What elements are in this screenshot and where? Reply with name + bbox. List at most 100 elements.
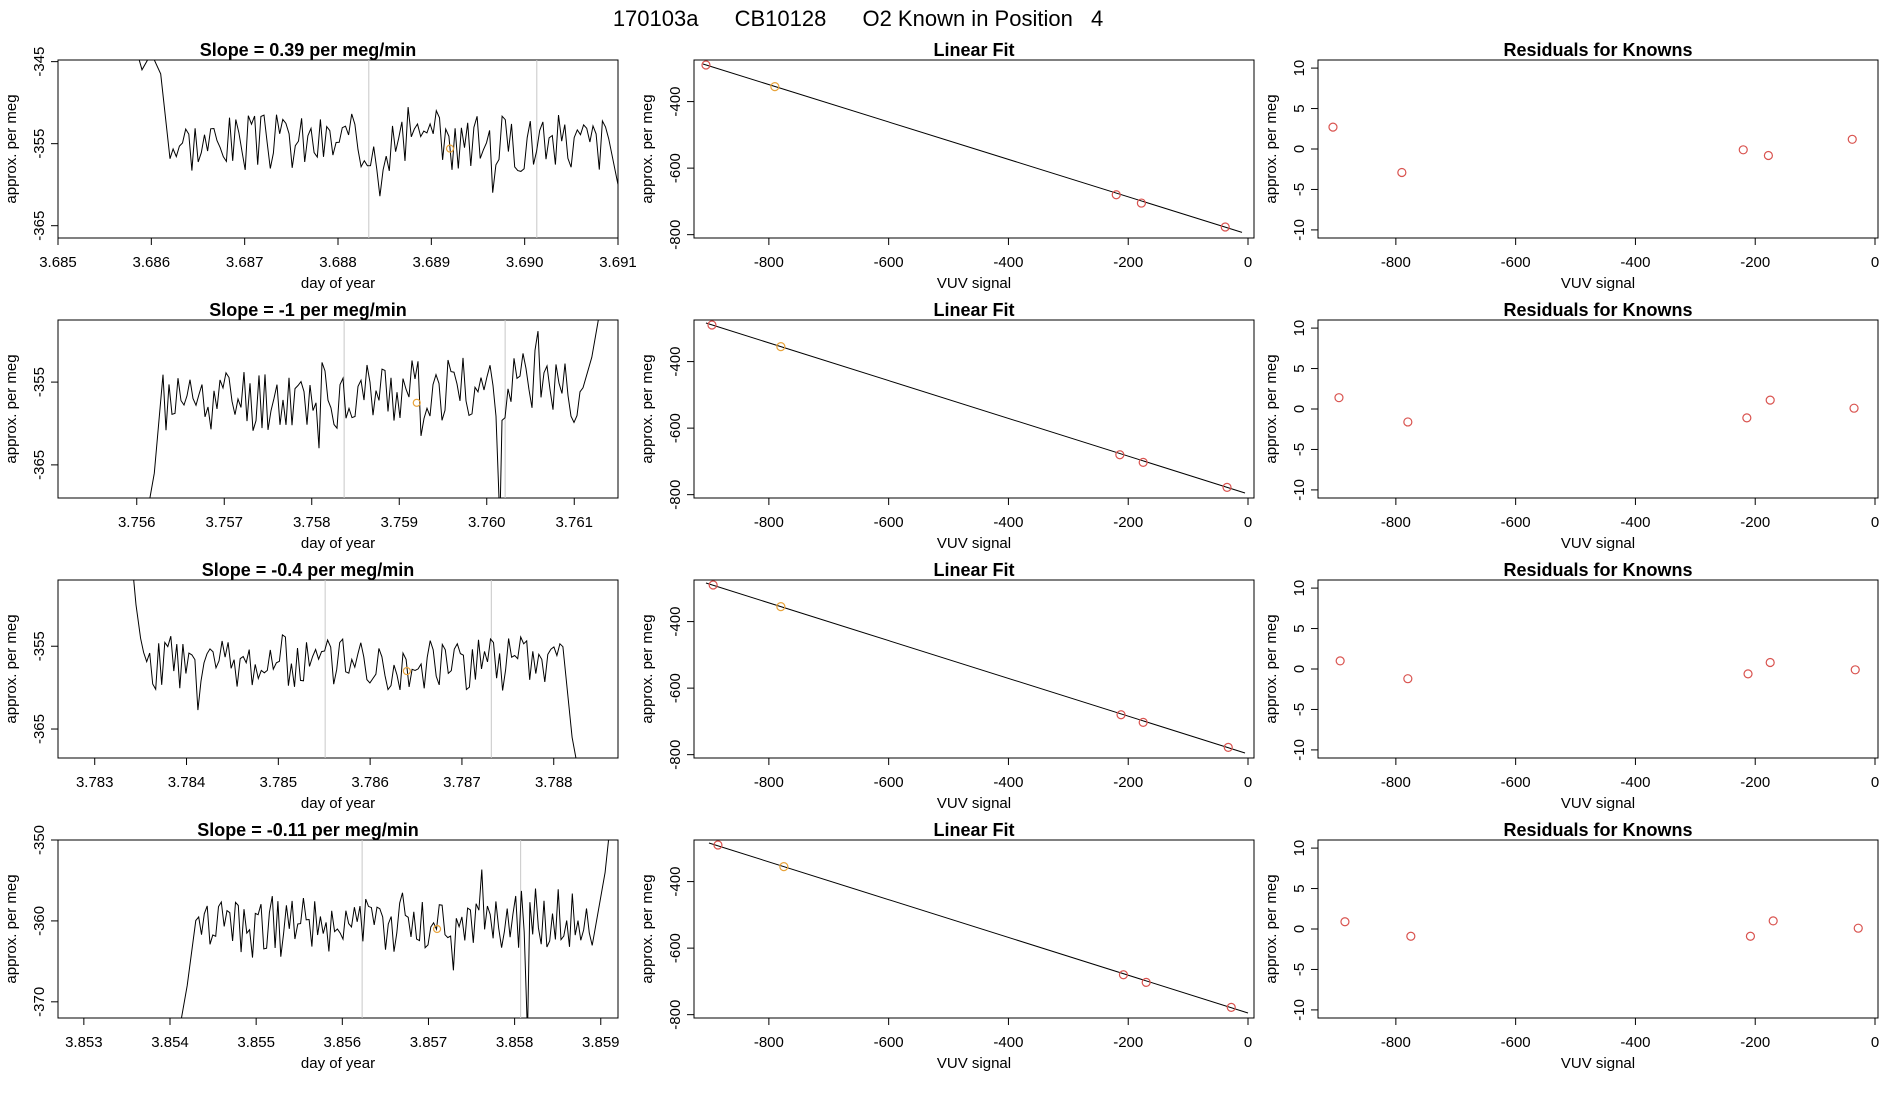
plot-area xyxy=(1335,656,1860,684)
plot-area xyxy=(701,60,1243,233)
x-tick-label: 3.758 xyxy=(293,514,331,531)
y-axis-label: approx. per meg xyxy=(1263,614,1280,723)
panel-residuals-row-1: Residuals for Knowns VUV signal approx. pe… xyxy=(1263,40,1879,292)
y-tick-label: -365 xyxy=(31,450,48,480)
fit-point xyxy=(701,60,711,70)
y-axis-label: approx. per meg xyxy=(639,874,656,983)
slope-title: Slope = 0.39 per meg/min xyxy=(200,40,417,60)
x-tick-label: 3.691 xyxy=(599,254,637,271)
x-tick-label: -200 xyxy=(1740,774,1770,791)
y-tick-label: -600 xyxy=(667,933,684,963)
plot-frame xyxy=(57,319,619,499)
known-sample-marker xyxy=(445,144,455,153)
x-tick-label: 3.788 xyxy=(535,774,573,791)
x-tick-label: -200 xyxy=(1113,514,1143,531)
plot-area xyxy=(138,60,618,238)
fit-point xyxy=(1138,717,1148,728)
x-tick-label: 3.856 xyxy=(324,1034,362,1051)
x-tick-label: -200 xyxy=(1113,1034,1143,1051)
residual-point xyxy=(1853,923,1863,933)
y-tick-label: 0 xyxy=(1291,405,1308,413)
y-tick-label: -800 xyxy=(667,220,684,250)
y-tick-label: -345 xyxy=(31,47,48,77)
slope-title-suffix: per meg/min xyxy=(295,300,407,320)
residual-point xyxy=(1849,403,1859,413)
time-series-trace xyxy=(133,580,577,758)
x-tick-label: 3.854 xyxy=(151,1034,189,1051)
panel-title: Linear Fit xyxy=(933,40,1014,60)
panel-title: Residuals for Knowns xyxy=(1503,820,1692,840)
fit-point xyxy=(1138,457,1148,467)
x-tick-label: 0 xyxy=(1244,254,1252,271)
x-tick-label: 3.784 xyxy=(168,774,206,791)
y-tick-label: -600 xyxy=(667,673,684,703)
x-tick-label: 3.689 xyxy=(413,254,451,271)
fit-point xyxy=(1111,190,1121,200)
known-description: O2 Known in Position xyxy=(862,6,1072,31)
residual-point xyxy=(1334,393,1344,403)
x-axis-label: VUV signal xyxy=(937,1055,1011,1072)
y-tick-label: 5 xyxy=(1291,104,1308,112)
plot-area xyxy=(705,580,1246,754)
panel-residuals-row-3: Residuals for Knowns VUV signal approx. pe… xyxy=(1263,560,1879,812)
known-sample-marker xyxy=(412,398,421,407)
y-axis-label: approx. per meg xyxy=(1263,874,1280,983)
fit-point xyxy=(713,840,723,850)
x-axis-label: day of year xyxy=(301,795,375,812)
x-tick-label: 0 xyxy=(1244,1034,1252,1051)
panel-title: Linear Fit xyxy=(933,820,1014,840)
residual-point xyxy=(1765,395,1775,405)
y-tick-label: -800 xyxy=(667,740,684,770)
x-tick-label: -400 xyxy=(1620,1034,1650,1051)
slope-title: Slope = -0.4 per meg/min xyxy=(202,560,415,580)
fit-point xyxy=(1115,450,1125,460)
fit-point xyxy=(1141,977,1151,988)
residual-point xyxy=(1742,413,1752,423)
panel-timeseries-row-2: Slope = -1 per meg/min day of year approx.… xyxy=(3,300,619,552)
y-tick-label: 5 xyxy=(1291,624,1308,632)
x-tick-label: -600 xyxy=(1501,1034,1531,1051)
x-tick-label: 3.787 xyxy=(443,774,481,791)
fit-point xyxy=(1116,710,1126,720)
slope-title-prefix: Slope = xyxy=(202,560,272,580)
panel-grid: Slope = 0.39 per meg/min day of year appro… xyxy=(3,40,1879,1072)
y-axis-label: approx. per meg xyxy=(639,614,656,723)
x-tick-label: 3.786 xyxy=(351,774,389,791)
plot-area xyxy=(133,580,577,758)
y-tick-label: 0 xyxy=(1291,665,1308,673)
x-tick-label: 0 xyxy=(1244,774,1252,791)
y-tick-label: -600 xyxy=(667,153,684,183)
panel-fit-row-2: Linear Fit VUV signal approx. per meg -800 -… xyxy=(639,300,1255,552)
fit-point xyxy=(776,342,786,352)
x-tick-label: 0 xyxy=(1244,514,1252,531)
plot-frame xyxy=(693,579,1255,759)
y-tick-label: -400 xyxy=(667,87,684,117)
y-tick-label: 10 xyxy=(1291,840,1308,857)
residual-point xyxy=(1850,665,1860,675)
slope-title-prefix: Slope = xyxy=(197,820,267,840)
slope-title-suffix: per meg/min xyxy=(307,820,419,840)
panel-timeseries-row-4: Slope = -0.11 per meg/min day of year appr… xyxy=(3,820,620,1072)
slope-title-suffix: per meg/min xyxy=(304,40,416,60)
residual-point xyxy=(1745,931,1756,941)
y-tick-label: -10 xyxy=(1291,219,1308,241)
y-tick-label: 10 xyxy=(1291,320,1308,337)
x-tick-label: 3.760 xyxy=(468,514,506,531)
time-series-trace xyxy=(149,320,599,498)
x-tick-label: 3.783 xyxy=(76,774,114,791)
plot-frame xyxy=(57,59,619,239)
plot-frame xyxy=(1317,579,1879,759)
y-tick-label: -365 xyxy=(31,714,48,744)
fit-line xyxy=(705,582,1246,754)
plot-frame xyxy=(1317,839,1879,1019)
y-axis-label: approx. per meg xyxy=(1263,354,1280,463)
fit-line xyxy=(705,322,1246,494)
x-tick-label: -800 xyxy=(1381,1034,1411,1051)
residual-point xyxy=(1765,657,1775,668)
fit-point xyxy=(708,580,718,590)
y-axis-label: approx. per meg xyxy=(639,354,656,463)
residual-point xyxy=(1328,122,1338,132)
y-tick-label: -360 xyxy=(31,906,48,936)
x-tick-label: 3.759 xyxy=(380,514,418,531)
